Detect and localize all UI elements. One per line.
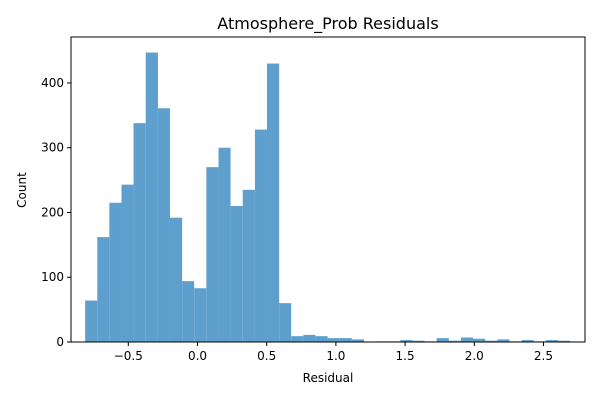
histogram-bar: [473, 338, 486, 342]
histogram-bar: [157, 108, 170, 342]
histogram-bar: [230, 206, 243, 342]
y-tick-label: 100: [41, 270, 64, 284]
histogram-bar: [133, 123, 146, 342]
histogram-bar: [485, 340, 498, 342]
histogram-bar: [557, 340, 571, 342]
histogram-bar: [436, 338, 449, 342]
histogram-bar: [351, 339, 364, 342]
x-axis-label: Residual: [303, 371, 354, 385]
histogram-bar: [206, 167, 219, 342]
histogram-bar: [85, 300, 98, 342]
histogram-bar: [242, 189, 255, 342]
histogram-bar: [545, 340, 558, 342]
plot-frame: [70, 36, 586, 343]
y-tick-label: 0: [56, 335, 64, 349]
y-tick-label: 200: [41, 205, 64, 219]
histogram-bar: [121, 184, 134, 342]
histogram-bar: [279, 303, 292, 342]
x-tick-label: 2.5: [534, 349, 553, 363]
histogram-bar: [461, 337, 474, 342]
histogram-bar: [521, 340, 534, 342]
x-tick-label: 1.5: [396, 349, 415, 363]
x-tick-label: 1.0: [326, 349, 345, 363]
histogram-bar: [327, 338, 340, 342]
bars-group: [85, 52, 571, 343]
x-tick-label: 2.0: [465, 349, 484, 363]
histogram-bar: [497, 339, 510, 342]
histogram-bar: [400, 340, 413, 342]
histogram-bar: [303, 334, 316, 342]
histogram-bar: [182, 281, 195, 342]
x-tick-label: 0.0: [188, 349, 207, 363]
y-axis-label: Count: [15, 172, 29, 208]
y-tick-label: 300: [41, 141, 64, 155]
histogram-bar: [169, 217, 183, 342]
histogram-bar: [254, 129, 267, 342]
histogram-bar: [97, 237, 110, 342]
x-tick-label: 0.5: [257, 349, 276, 363]
histogram-bar: [218, 147, 231, 342]
histogram-bar: [194, 288, 207, 342]
histogram-bar: [109, 202, 122, 342]
histogram-bar: [291, 336, 304, 342]
y-tick-label: 400: [41, 76, 64, 90]
y-axis: 0 100 200 300 400: [41, 76, 71, 349]
histogram-bar: [339, 338, 352, 342]
chart-title: Atmosphere_Prob Residuals: [217, 14, 438, 34]
x-axis: −0.5 0.0 0.5 1.0 1.5 2.0 2.5: [114, 342, 553, 363]
histogram-bar: [266, 63, 280, 343]
histogram-bar: [315, 336, 328, 342]
histogram-bar: [145, 52, 158, 342]
histogram-bar: [448, 340, 461, 342]
histogram-bar: [412, 340, 425, 342]
x-tick-label: −0.5: [114, 349, 143, 363]
